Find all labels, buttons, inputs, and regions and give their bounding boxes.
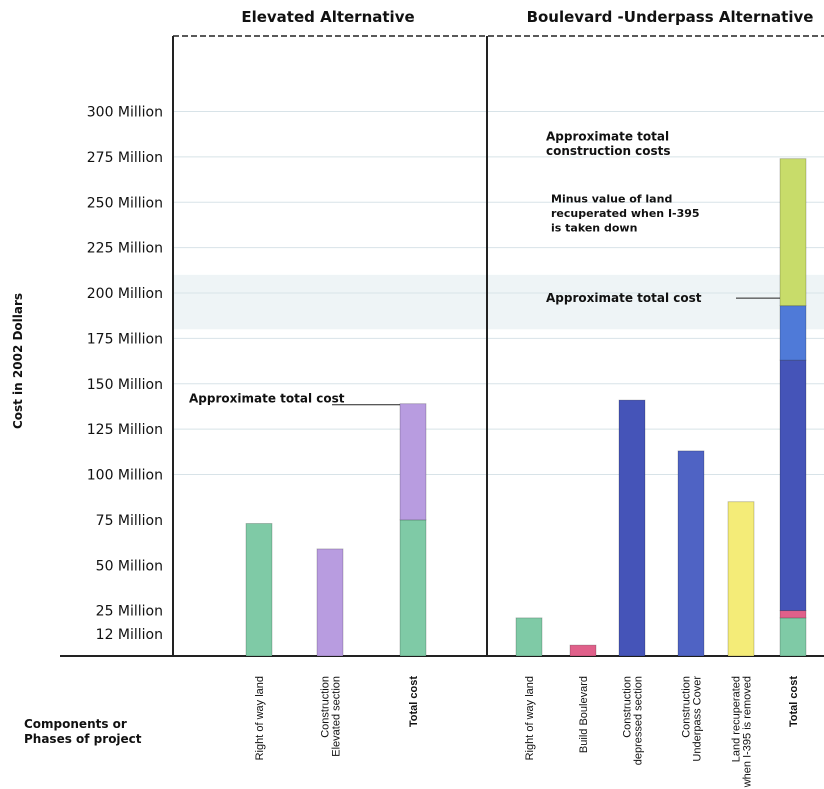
y-tick-label: 175 Million (87, 331, 163, 347)
annotation-text: Approximate total (546, 130, 669, 144)
y-tick-label: 200 Million (87, 286, 163, 302)
y-tick-label: 250 Million (87, 195, 163, 211)
x-tick-label: Construction (681, 676, 693, 738)
bar-segment (316, 548, 344, 657)
bar-segment (399, 403, 427, 521)
annotation-text: construction costs (546, 144, 671, 158)
y-tick-label: 12 Million (96, 627, 163, 643)
annotation-text: Approximate total cost (189, 392, 345, 406)
bar-segment (779, 305, 807, 361)
gridlines (173, 111, 824, 475)
background-band (173, 274, 824, 330)
annotation-text: Approximate total cost (546, 291, 702, 305)
x-tick-label: Underpass Cover (692, 676, 704, 762)
bar-segment (727, 501, 755, 657)
bar-segment (779, 617, 807, 657)
bar-segment (399, 519, 427, 657)
y-axis-title: Cost in 2002 Dollars (11, 293, 25, 429)
x-tick-label: Elevated section (331, 676, 343, 757)
y-tick-label: 125 Million (87, 422, 163, 438)
y-tick-label: 150 Million (87, 377, 163, 393)
x-tick-label: Right of way land (524, 676, 536, 760)
y-tick-label: 50 Million (96, 558, 163, 574)
x-tick-label: Construction (622, 676, 634, 738)
x-axis-title: Phases of project (24, 732, 142, 746)
bar-segment (618, 399, 646, 657)
x-axis-title: Components or (24, 717, 127, 731)
x-tick-label: depressed section (633, 676, 645, 765)
y-tick-label: 225 Million (87, 241, 163, 257)
labels: 12 Million 25 Million 50 Million 75 Million… (11, 8, 813, 788)
y-tick-label: 100 Million (87, 468, 163, 484)
bars (245, 158, 807, 657)
x-tick-label: when I-395 is removed (742, 676, 754, 788)
y-tick-label: 75 Million (96, 513, 163, 529)
y-tick-label: 25 Million (96, 604, 163, 620)
bar-segment (677, 450, 705, 657)
y-tick-label: 275 Million (87, 150, 163, 166)
x-tick-label: Build Boulevard (578, 676, 590, 753)
y-tick-label: 300 Million (87, 105, 163, 121)
panel-title: Boulevard -Underpass Alternative (527, 8, 814, 26)
x-tick-label: Construction (320, 676, 332, 738)
panel-title: Elevated Alternative (241, 8, 414, 26)
bar-segment (515, 617, 543, 657)
x-tick-label: Right of way land (254, 676, 266, 760)
annotation-text: recuperated when I-395 (551, 207, 700, 220)
annotation-text: is taken down (551, 221, 637, 234)
bar-segment (569, 644, 597, 657)
x-tick-label: Total cost (788, 676, 800, 727)
axes (60, 35, 824, 657)
bar-segment (245, 523, 273, 657)
bar-segment (779, 158, 807, 307)
bar-segment (779, 359, 807, 612)
x-tick-label: Total cost (408, 676, 420, 727)
annotation-text: Minus value of land (551, 192, 672, 205)
x-tick-label: Land recuperated (731, 676, 743, 762)
bar-segment (779, 610, 807, 619)
